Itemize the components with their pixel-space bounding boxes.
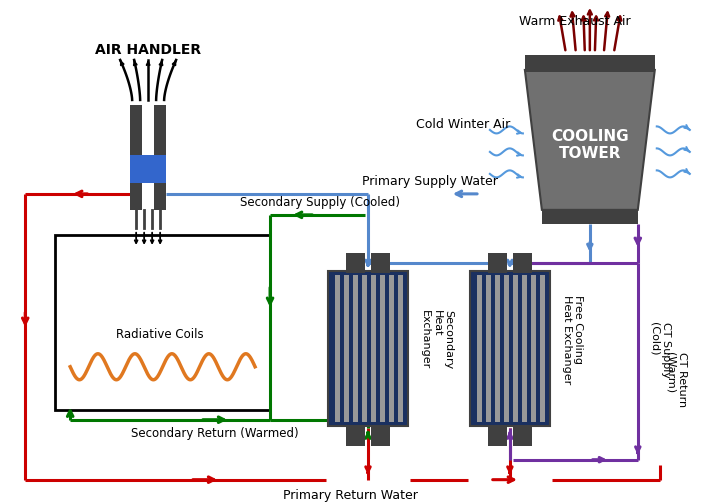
Bar [398, 275, 403, 422]
Text: COOLING
TOWER: COOLING TOWER [551, 129, 628, 161]
Bar [542, 210, 638, 224]
Bar [525, 55, 654, 72]
Bar [389, 275, 394, 422]
Bar [513, 426, 532, 446]
Text: CT Supply
(Cold): CT Supply (Cold) [650, 322, 671, 378]
Text: Primary Supply Water: Primary Supply Water [362, 175, 498, 188]
Bar [371, 426, 390, 446]
Text: CT Return
(Warm): CT Return (Warm) [666, 352, 688, 407]
Bar [371, 253, 390, 273]
Bar [513, 253, 532, 273]
Bar [328, 271, 408, 426]
Text: Secondary Supply (Cooled): Secondary Supply (Cooled) [240, 197, 400, 209]
Bar [362, 275, 367, 422]
Bar [344, 275, 349, 422]
Bar [346, 426, 365, 446]
Bar [495, 275, 500, 422]
Bar [371, 275, 376, 422]
Bar [154, 105, 166, 210]
Bar [130, 155, 166, 183]
Text: Free Cooling
Heat Exchanger: Free Cooling Heat Exchanger [562, 295, 583, 385]
Bar [486, 275, 491, 422]
Bar [522, 275, 527, 422]
Text: Secondary Return (Warmed): Secondary Return (Warmed) [131, 427, 299, 440]
Bar [55, 235, 270, 410]
Text: Cold Winter Air: Cold Winter Air [416, 118, 510, 132]
Bar [353, 275, 358, 422]
Bar [470, 271, 550, 426]
Bar [130, 105, 142, 210]
Text: Secondary
Heat
Exchanger: Secondary Heat Exchanger [420, 310, 453, 369]
Bar [477, 275, 482, 422]
Bar [531, 275, 536, 422]
Bar [346, 253, 365, 273]
Text: Primary Return Water: Primary Return Water [282, 489, 417, 502]
Bar [504, 275, 509, 422]
Bar [335, 275, 340, 422]
Bar [380, 275, 385, 422]
Text: Radiative Coils: Radiative Coils [116, 328, 204, 341]
Bar [488, 253, 507, 273]
Bar [513, 275, 518, 422]
Bar [488, 426, 507, 446]
Text: Warm Exhaust Air: Warm Exhaust Air [519, 16, 630, 29]
Bar [540, 275, 545, 422]
Text: AIR HANDLER: AIR HANDLER [95, 43, 201, 57]
Polygon shape [525, 70, 654, 210]
